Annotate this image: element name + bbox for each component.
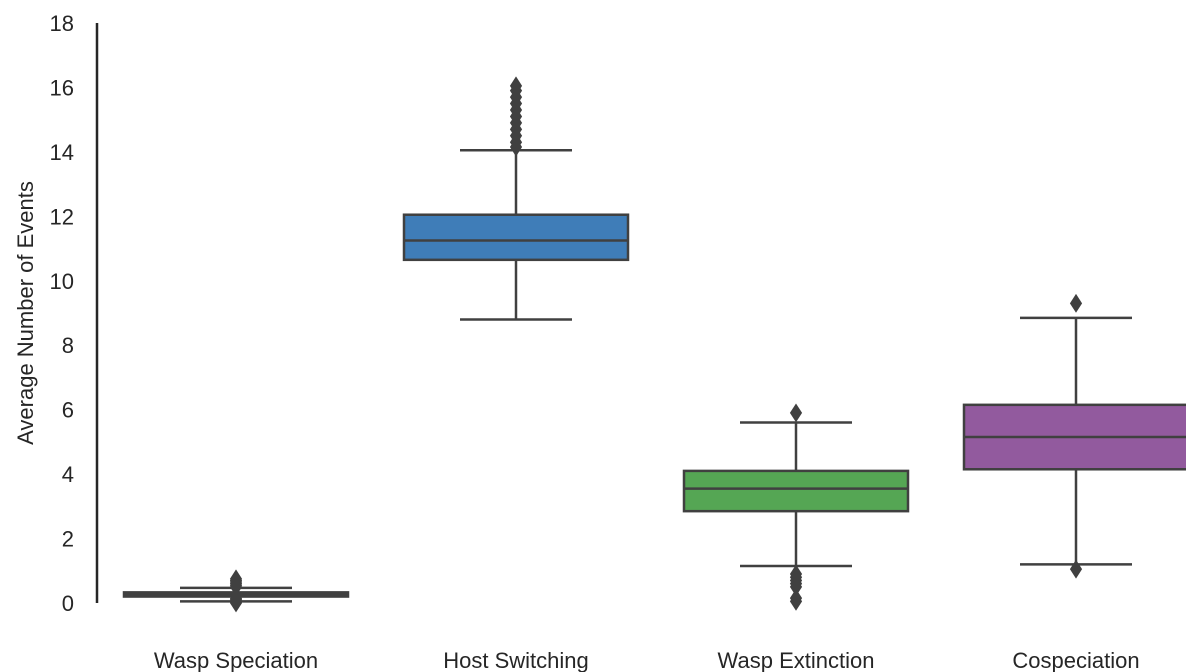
outlier-point xyxy=(789,564,803,584)
x-tick-label: Cospeciation xyxy=(1012,648,1139,672)
outlier-point xyxy=(509,76,523,96)
y-tick-label: 18 xyxy=(50,11,74,36)
x-tick-label: Host Switching xyxy=(443,648,589,672)
box xyxy=(682,469,910,513)
y-tick-label: 2 xyxy=(62,527,74,552)
outlier-point xyxy=(789,403,803,423)
x-tick-label: Wasp Extinction xyxy=(718,648,875,672)
y-tick-label: 8 xyxy=(62,333,74,358)
y-axis: 0 2 4 6 8 10 12 14 16 18 xyxy=(50,11,99,616)
outlier-point xyxy=(1069,559,1083,579)
y-tick-label: 10 xyxy=(50,269,74,294)
outlier-point xyxy=(1069,293,1083,313)
box xyxy=(402,213,630,262)
outlier-point xyxy=(229,589,243,608)
y-tick-label: 12 xyxy=(50,204,74,229)
box-group xyxy=(962,293,1186,579)
boxes-layer xyxy=(122,76,1186,613)
box-group xyxy=(682,403,910,611)
y-tick-label: 6 xyxy=(62,398,74,423)
y-tick-label: 14 xyxy=(50,140,74,165)
box-group xyxy=(402,76,630,321)
x-axis-labels: Wasp Speciation Host Switching Wasp Extinc… xyxy=(154,648,1140,672)
x-tick-label: Wasp Speciation xyxy=(154,648,318,672)
y-tick-label: 16 xyxy=(50,75,74,100)
outlier-point xyxy=(229,569,243,589)
y-tick-label: 4 xyxy=(62,462,74,487)
y-axis-title: Average Number of Events xyxy=(13,181,38,445)
box-group xyxy=(122,569,350,613)
outlier-point xyxy=(789,588,803,608)
y-tick-label: 0 xyxy=(62,591,74,616)
